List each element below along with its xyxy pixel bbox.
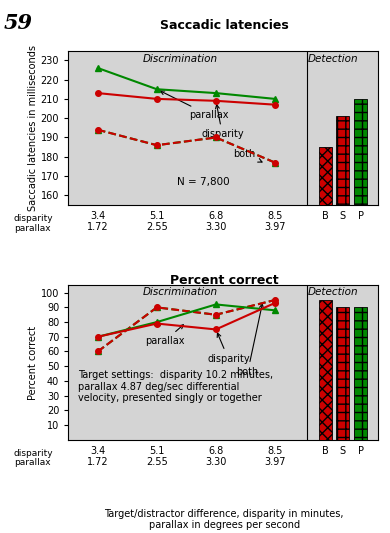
Text: 6.8: 6.8: [208, 211, 223, 221]
Text: P: P: [358, 446, 363, 456]
Text: both: both: [237, 304, 263, 377]
Text: 3.97: 3.97: [264, 222, 286, 232]
Text: parallax: parallax: [160, 91, 229, 120]
Y-axis label: Percent correct: Percent correct: [28, 326, 38, 400]
Bar: [319, 300, 332, 440]
Text: 1.72: 1.72: [87, 222, 108, 232]
Text: 8.5: 8.5: [267, 211, 283, 221]
Text: Target/distractor difference, disparity in minutes,
parallax in degrees per seco: Target/distractor difference, disparity …: [105, 508, 344, 530]
Text: N = 7,800: N = 7,800: [177, 176, 229, 187]
Bar: [336, 308, 349, 440]
Text: disparity: disparity: [14, 214, 53, 223]
Text: 5.1: 5.1: [149, 446, 165, 456]
Bar: [354, 308, 367, 440]
Text: B: B: [322, 211, 328, 221]
Bar: [319, 147, 332, 205]
Text: 2.55: 2.55: [146, 457, 168, 467]
Text: parallax: parallax: [14, 223, 51, 232]
Text: 3.4: 3.4: [90, 446, 105, 456]
Text: Detection: Detection: [308, 54, 359, 64]
Text: Percent correct: Percent correct: [170, 274, 278, 287]
Text: S: S: [340, 211, 346, 221]
Text: B: B: [322, 446, 328, 456]
Text: 3.30: 3.30: [205, 457, 227, 467]
Text: Detection: Detection: [308, 287, 359, 297]
Text: disparity: disparity: [201, 105, 244, 140]
Text: 3.97: 3.97: [264, 457, 286, 467]
Text: Saccadic latencies: Saccadic latencies: [160, 19, 289, 31]
Text: S: S: [340, 446, 346, 456]
Text: parallax: parallax: [145, 325, 184, 346]
Text: 2.55: 2.55: [146, 222, 168, 232]
Y-axis label: Saccadic latencies in milliseconds: Saccadic latencies in milliseconds: [28, 45, 38, 211]
Text: disparity: disparity: [207, 333, 250, 364]
Text: 3.4: 3.4: [90, 211, 105, 221]
Text: P: P: [358, 211, 363, 221]
Text: Discrimination: Discrimination: [142, 54, 218, 64]
Text: disparity: disparity: [14, 449, 53, 458]
Text: both: both: [234, 149, 262, 162]
Text: 59: 59: [4, 13, 33, 34]
Text: Discrimination: Discrimination: [142, 287, 218, 297]
Text: 1.72: 1.72: [87, 457, 108, 467]
Text: 8.5: 8.5: [267, 446, 283, 456]
Text: 6.8: 6.8: [208, 446, 223, 456]
Bar: [336, 116, 349, 205]
Text: parallax: parallax: [14, 458, 51, 467]
Text: 5.1: 5.1: [149, 211, 165, 221]
Text: Target settings:  disparity 10.2 minutes,
parallax 4.87 deg/sec differential
vel: Target settings: disparity 10.2 minutes,…: [78, 370, 273, 403]
Bar: [354, 99, 367, 205]
Text: 3.30: 3.30: [205, 222, 227, 232]
